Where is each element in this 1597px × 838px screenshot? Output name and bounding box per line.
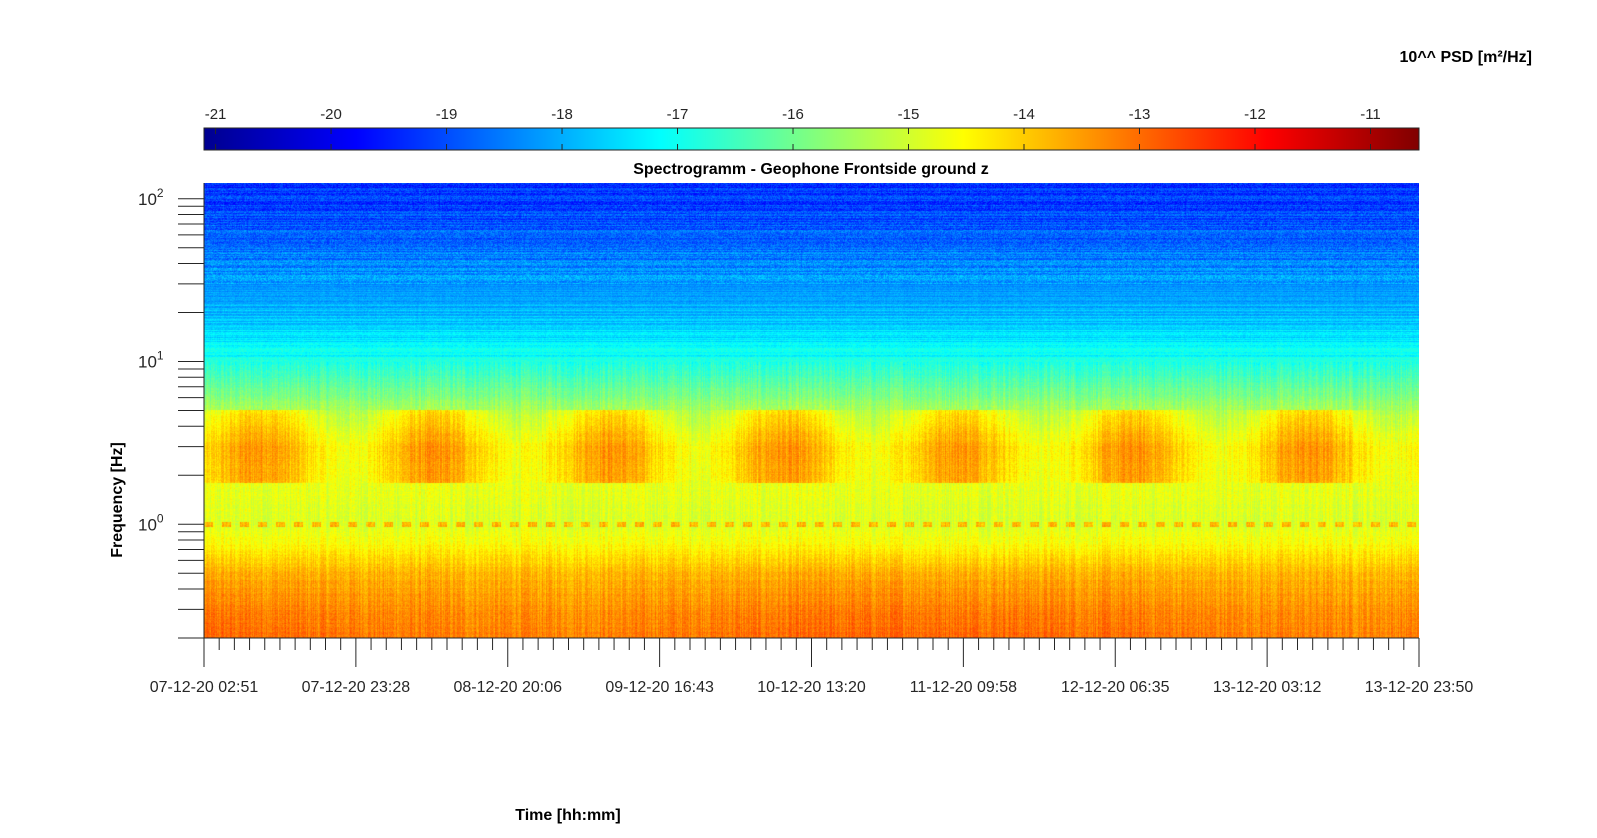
colorbar [203,127,1420,151]
x-tick-label: 12-12-20 06:35 [1061,679,1170,696]
x-tick-label: 13-12-20 03:12 [1213,679,1322,696]
y-axis-label: Frequency [Hz] [109,442,126,558]
colorbar-tick-label: -17 [667,106,689,123]
y-tick-label: 101 [138,349,164,372]
x-axis-ticks: 07-12-20 02:51 07-12-20 23:28 08-12-20 20:… [150,638,1474,696]
x-tick-label: 07-12-20 23:28 [302,679,411,696]
y-axis-ticks: 100 101 102 [138,186,204,639]
x-axis-label: Time [hh:mm] [515,807,620,824]
colorbar-label: 10^^ PSD [m²/Hz] [1400,49,1532,66]
colorbar-tick-label: -14 [1013,106,1035,123]
x-tick-label: 10-12-20 13:20 [757,679,866,696]
colorbar-tick-label: -15 [898,106,920,123]
colorbar-tick-label: -21 [205,106,227,123]
colorbar-tick-label: -18 [551,106,573,123]
colorbar-ticks: -21 -20 -19 -18 -17 -16 -15 -14 -13 -12 -11 [205,106,1381,150]
colorbar-tick-label: -16 [782,106,804,123]
colorbar-tick-label: -11 [1360,106,1381,123]
y-tick-label: 102 [138,186,164,209]
colorbar-tick-label: -19 [436,106,458,123]
colorbar-tick-label: -13 [1129,106,1151,123]
x-tick-label: 07-12-20 02:51 [150,679,259,696]
x-tick-label: 13-12-20 23:50 [1365,679,1474,696]
colorbar-tick-label: -12 [1244,106,1266,123]
x-tick-label: 09-12-20 16:43 [605,679,714,696]
y-tick-label: 100 [138,511,164,534]
x-tick-label: 08-12-20 20:06 [453,679,562,696]
spectrogram-image [204,183,1419,638]
x-tick-label: 11-12-20 09:58 [910,679,1017,696]
chart-title: Spectrogramm - Geophone Frontside ground… [633,161,989,178]
colorbar-tick-label: -20 [320,106,342,123]
